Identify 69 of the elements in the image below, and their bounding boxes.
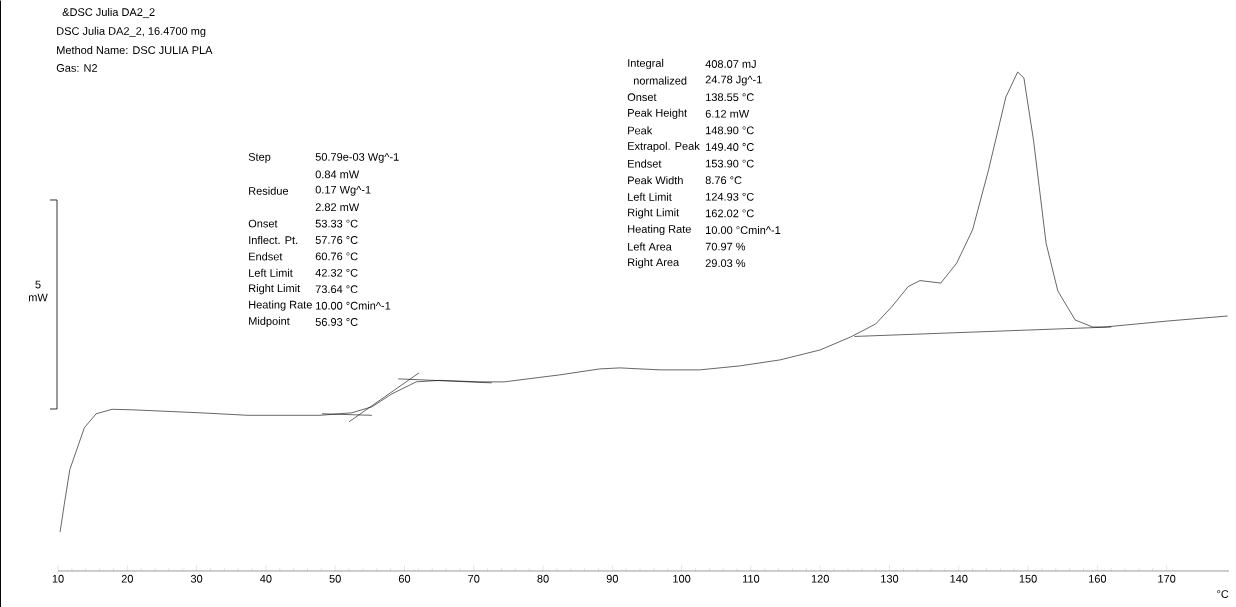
x-tick-label: 60 xyxy=(398,574,411,583)
x-tick-label: 110 xyxy=(742,574,760,583)
annotation: Onset xyxy=(627,93,657,102)
x-tick-label: 80 xyxy=(537,574,549,583)
annotation: Peak xyxy=(628,126,653,135)
annotation: 6.12 mW xyxy=(705,109,750,118)
x-tick-label: 20 xyxy=(121,574,133,583)
x-tick-label: 130 xyxy=(881,574,899,583)
annotation: Left Limit xyxy=(249,268,293,277)
text: 408.07 mJ xyxy=(705,60,756,68)
annotation: Step xyxy=(248,153,271,163)
x-tick-label: 50 xyxy=(329,574,341,583)
text: &DSC Julia DA2_2 xyxy=(62,7,155,19)
annotation: 2.82 mW xyxy=(315,203,360,212)
annotation: Left Limit xyxy=(628,192,672,201)
annotation: Midpoint xyxy=(249,316,290,328)
annotation: Right Area xyxy=(628,258,680,269)
annotation: Residue xyxy=(249,186,289,195)
text: DSC Julia DA2_2, 16.4700 mg xyxy=(57,26,206,38)
annotation: 148.90 °C xyxy=(706,126,754,135)
annotation: Right Limit xyxy=(628,208,680,219)
annotation: 24.78 Jg^-1 xyxy=(705,75,762,86)
x-tick-label: 30 xyxy=(190,574,203,583)
annotation: 0.84 mW xyxy=(315,170,360,179)
annotation: Onset xyxy=(248,219,278,228)
annotation: 57.76 °C xyxy=(315,236,358,244)
annotation: Peak Width xyxy=(628,176,683,185)
annotation: 149.40 °C xyxy=(706,143,754,151)
annotation: 0.17 Wg^-1 xyxy=(315,185,371,196)
x-tick-label: 140 xyxy=(950,574,968,583)
annotation: 56.93 °C xyxy=(315,318,358,326)
annotation: 50.79e-03 Wg^-1 xyxy=(315,153,399,163)
annotation: Extrapol. Peak xyxy=(628,141,700,153)
annotation: Heating Rate xyxy=(628,224,691,236)
text: Integral xyxy=(628,58,664,70)
x-tick-label: 70 xyxy=(468,574,480,583)
annotation: Endset xyxy=(628,159,662,168)
annotation: 70.97 % xyxy=(705,242,746,251)
x-tick-label: 120 xyxy=(811,574,829,583)
x-tick-label: 160 xyxy=(1089,574,1107,583)
annotation: 29.03 % xyxy=(705,259,746,268)
x-tick-label: 90 xyxy=(606,574,618,583)
annotation: 73.64 °C xyxy=(315,285,358,294)
annotation: 162.02 °C xyxy=(706,209,754,218)
x-tick-label: 100 xyxy=(673,574,691,583)
text: Gas: N2 xyxy=(56,64,98,72)
annotation: 124.93 °C xyxy=(706,192,754,201)
x-tick-label: 40 xyxy=(260,574,272,583)
annotation: 138.55 °C xyxy=(706,93,754,102)
annotation: 60.76 °C xyxy=(315,252,358,261)
annotation: 53.33 °C xyxy=(315,219,358,228)
annotation: Peak Height xyxy=(628,108,688,119)
annotation: 42.32 °C xyxy=(315,268,358,277)
annotation: Left Area xyxy=(628,242,672,251)
x-axis-title: °C xyxy=(1217,590,1229,598)
x-tick-label: 170 xyxy=(1158,574,1176,583)
text: Method Name: DSC JULIA PLA xyxy=(57,45,213,55)
x-tick-label: 150 xyxy=(1019,574,1037,583)
annotation: 10.00 °Cmin^-1 xyxy=(706,225,781,235)
annotation: 8.76 °C xyxy=(705,176,742,185)
x-tick-label: 10 xyxy=(52,574,64,583)
annotation: Right Limit xyxy=(249,284,301,295)
annotation: Heating Rate xyxy=(249,300,312,311)
annotation: normalized xyxy=(633,76,687,85)
annotation: Endset xyxy=(249,252,283,261)
annotation: 10.00 °Cmin^-1 xyxy=(316,301,391,310)
annotation: 153.90 °C xyxy=(706,159,754,168)
annotation: Inflect. Pt. xyxy=(249,235,298,245)
y-axis-title: 5 mW xyxy=(28,280,48,302)
